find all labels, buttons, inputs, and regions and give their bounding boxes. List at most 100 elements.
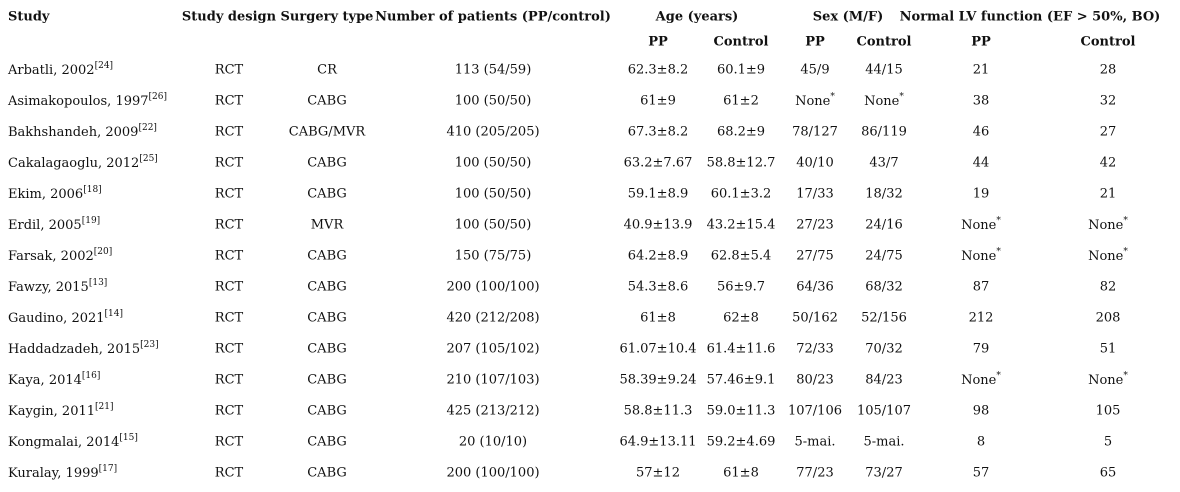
cell: 67.3±8.2 (628, 125, 689, 140)
cell-text: Kaygin, 2011 (8, 404, 95, 419)
cell: 27 (1100, 125, 1117, 140)
cell-text: Ekim, 2006 (8, 187, 83, 202)
cell-text: Erdil, 2005 (8, 218, 82, 233)
cell: Kuralay, 1999[17] (8, 464, 117, 481)
superscript: [25] (139, 154, 157, 164)
cell: 60.1±3.2 (711, 187, 772, 202)
cell: 80/23 (796, 373, 833, 388)
header-cell: Study design (182, 10, 277, 25)
cell: None* (1088, 247, 1128, 264)
cell: CABG (307, 435, 347, 450)
cell: RCT (215, 218, 244, 233)
cell: Kaygin, 2011[21] (8, 402, 114, 419)
superscript: [22] (138, 123, 156, 133)
cell: CR (317, 63, 338, 78)
cell: RCT (215, 373, 244, 388)
cell-text: None (961, 373, 997, 388)
cell: CABG (307, 342, 347, 357)
cell: None* (1088, 371, 1128, 388)
cell: 61.4±11.6 (707, 342, 776, 357)
cell: 8 (977, 435, 985, 450)
cell: 24/16 (865, 218, 902, 233)
cell: 54.3±8.6 (628, 280, 689, 295)
cell: 113 (54/59) (455, 63, 532, 78)
cell: 57 (973, 466, 990, 481)
cell: 50/162 (792, 311, 838, 326)
cell: 420 (212/208) (446, 311, 539, 326)
cell: Kongmalai, 2014[15] (8, 433, 138, 450)
cell-text: None (795, 94, 831, 109)
cell: 87 (973, 280, 990, 295)
cell: RCT (215, 280, 244, 295)
cell: CABG (307, 404, 347, 419)
cell-text: Arbatli, 2002 (7, 63, 95, 78)
superscript: [19] (82, 216, 100, 226)
cell: RCT (215, 404, 244, 419)
subheader-cell: Control (714, 35, 769, 50)
cell: 200 (100/100) (446, 280, 539, 295)
cell: 5-mai. (794, 435, 835, 450)
header-cell: Age (years) (655, 10, 739, 25)
cell: 43/7 (869, 156, 898, 171)
cell-text: None (1088, 249, 1124, 264)
superscript: * (1123, 216, 1128, 226)
cell: 27/75 (796, 249, 833, 264)
cell: 100 (50/50) (455, 218, 532, 233)
superscript: * (1123, 371, 1128, 381)
cell: 84/23 (865, 373, 902, 388)
cell: 32 (1100, 94, 1117, 109)
cell: 68/32 (865, 280, 902, 295)
superscript: [24] (95, 61, 113, 71)
cell: 61±2 (723, 94, 759, 109)
cell: 105 (1096, 404, 1121, 419)
cell: 72/33 (796, 342, 833, 357)
superscript: [16] (82, 371, 100, 381)
cell: None* (795, 92, 835, 109)
cell: 100 (50/50) (455, 187, 532, 202)
cell: 98 (973, 404, 990, 419)
cell: 27/23 (796, 218, 833, 233)
header-cell: Number of patients (PP/control) (375, 10, 611, 25)
cell: 57±12 (636, 466, 680, 481)
cell: 100 (50/50) (455, 94, 532, 109)
cell: 208 (1096, 311, 1121, 326)
subheader-cell: PP (648, 35, 668, 50)
cell: 59.1±8.9 (628, 187, 689, 202)
cell: 210 (107/103) (446, 373, 539, 388)
cell-text: Farsak, 2002 (8, 249, 94, 264)
superscript: [14] (105, 309, 123, 319)
cell: 21 (1100, 187, 1117, 202)
cell: 62±8 (723, 311, 759, 326)
cell: 61±8 (640, 311, 676, 326)
cell: 59.2±4.69 (707, 435, 776, 450)
subheader-cell: PP (805, 35, 825, 50)
superscript: [23] (140, 340, 158, 350)
cell: 150 (75/75) (455, 249, 532, 264)
cell: 70/32 (865, 342, 902, 357)
cell-text: None (961, 249, 997, 264)
cell: CABG (307, 466, 347, 481)
cell: 63.2±7.67 (624, 156, 693, 171)
cell: 64/36 (796, 280, 833, 295)
cell: Gaudino, 2021[14] (8, 309, 123, 326)
cell: Asimakopoulos, 1997[26] (7, 92, 167, 109)
cell: CABG (307, 187, 347, 202)
cell: CABG/MVR (289, 125, 367, 140)
cell-text: Asimakopoulos, 1997 (7, 94, 149, 109)
cell: RCT (215, 435, 244, 450)
superscript: [18] (83, 185, 101, 195)
superscript: * (1123, 247, 1128, 257)
cell: 57.46±9.1 (707, 373, 776, 388)
cell-text: Fawzy, 2015 (8, 280, 89, 295)
cell-text: None (864, 94, 900, 109)
cell: RCT (215, 125, 244, 140)
cell: 78/127 (792, 125, 838, 140)
cell: 68.2±9 (717, 125, 765, 140)
cell: 65 (1100, 466, 1117, 481)
cell: 28 (1100, 63, 1117, 78)
cell-text: Haddadzadeh, 2015 (8, 342, 140, 357)
cell: 18/32 (865, 187, 902, 202)
cell: Haddadzadeh, 2015[23] (8, 340, 159, 357)
cell: CABG (307, 156, 347, 171)
cell-text: Bakhshandeh, 2009 (8, 125, 138, 140)
